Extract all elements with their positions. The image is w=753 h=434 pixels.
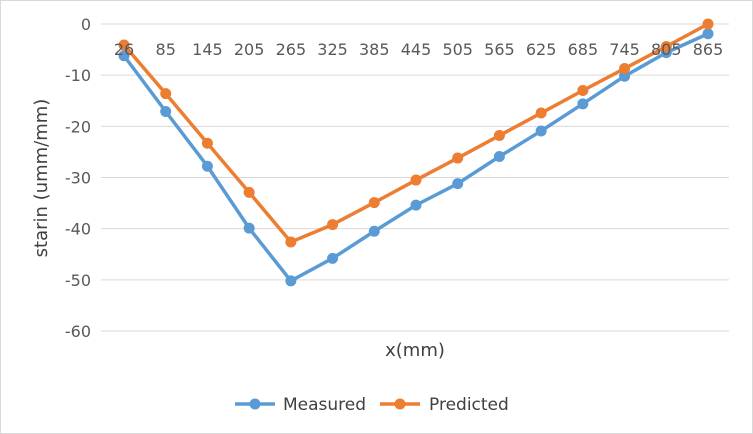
x-tick-label: 145 — [192, 40, 223, 59]
y-axis-title: starin (umm/mm) — [31, 99, 52, 258]
legend-marker — [394, 398, 406, 410]
x-tick-label: 685 — [568, 40, 599, 59]
data-point — [577, 85, 589, 97]
x-tick-label: 565 — [484, 40, 515, 59]
x-tick-label: 325 — [317, 40, 348, 59]
y-tick-label: -60 — [65, 322, 91, 341]
x-tick-label: 745 — [609, 40, 640, 59]
data-point — [243, 222, 255, 234]
series-predicted — [118, 18, 714, 248]
data-point — [160, 88, 172, 100]
x-tick-label: 805 — [651, 40, 682, 59]
y-tick-label: 0 — [81, 15, 91, 34]
data-point — [535, 125, 547, 137]
data-point — [660, 41, 672, 53]
y-tick-label: -50 — [65, 271, 91, 290]
data-point — [285, 236, 297, 248]
x-tick-label: 505 — [442, 40, 473, 59]
x-axis-title: x(mm) — [385, 340, 445, 361]
x-tick-label: 865 — [693, 40, 724, 59]
x-tick-label: 205 — [234, 40, 265, 59]
x-tick-label: 85 — [156, 40, 176, 59]
data-point — [493, 130, 505, 142]
series-measured — [118, 28, 714, 287]
series-lines — [118, 18, 714, 287]
y-tick-label: -10 — [65, 66, 91, 85]
x-tick-label: 26 — [114, 40, 134, 59]
data-point — [243, 186, 255, 198]
data-point — [368, 225, 380, 237]
data-point — [702, 18, 714, 30]
data-point — [118, 50, 130, 62]
y-axis-ticks: 0 -10 -20 -30 -40 -50 -60 — [65, 15, 91, 341]
legend-label: Predicted — [429, 395, 509, 415]
legend-item-predicted: Predicted — [380, 395, 509, 415]
data-point — [535, 107, 547, 119]
data-point — [201, 137, 213, 149]
data-point — [201, 160, 213, 172]
x-tick-label: 445 — [401, 40, 432, 59]
data-point — [452, 178, 464, 190]
legend-item-measured: Measured — [235, 395, 366, 415]
legend: Measured Predicted — [235, 395, 509, 415]
data-point — [118, 39, 130, 51]
y-tick-label: -30 — [65, 169, 91, 188]
y-tick-label: -40 — [65, 220, 91, 239]
data-point — [577, 98, 589, 110]
data-point — [702, 28, 714, 40]
gridlines — [101, 23, 729, 332]
x-axis-ticks: 26 85 145 205 265 325 385 445 505 565 625 685 745 805… — [114, 40, 723, 59]
data-point — [493, 151, 505, 163]
x-tick-label: 265 — [276, 40, 307, 59]
data-point — [410, 174, 422, 186]
x-tick-label: 385 — [359, 40, 390, 59]
data-point — [619, 70, 631, 82]
data-point — [285, 275, 297, 287]
legend-label: Measured — [283, 395, 366, 415]
legend-marker — [249, 398, 261, 410]
data-point — [410, 199, 422, 211]
data-point — [452, 152, 464, 164]
data-point — [160, 105, 172, 117]
x-tick-label: 625 — [526, 40, 557, 59]
data-point — [327, 252, 339, 264]
y-tick-label: -20 — [65, 117, 91, 136]
data-point — [619, 63, 631, 75]
data-point — [368, 197, 380, 209]
data-point — [327, 219, 339, 231]
